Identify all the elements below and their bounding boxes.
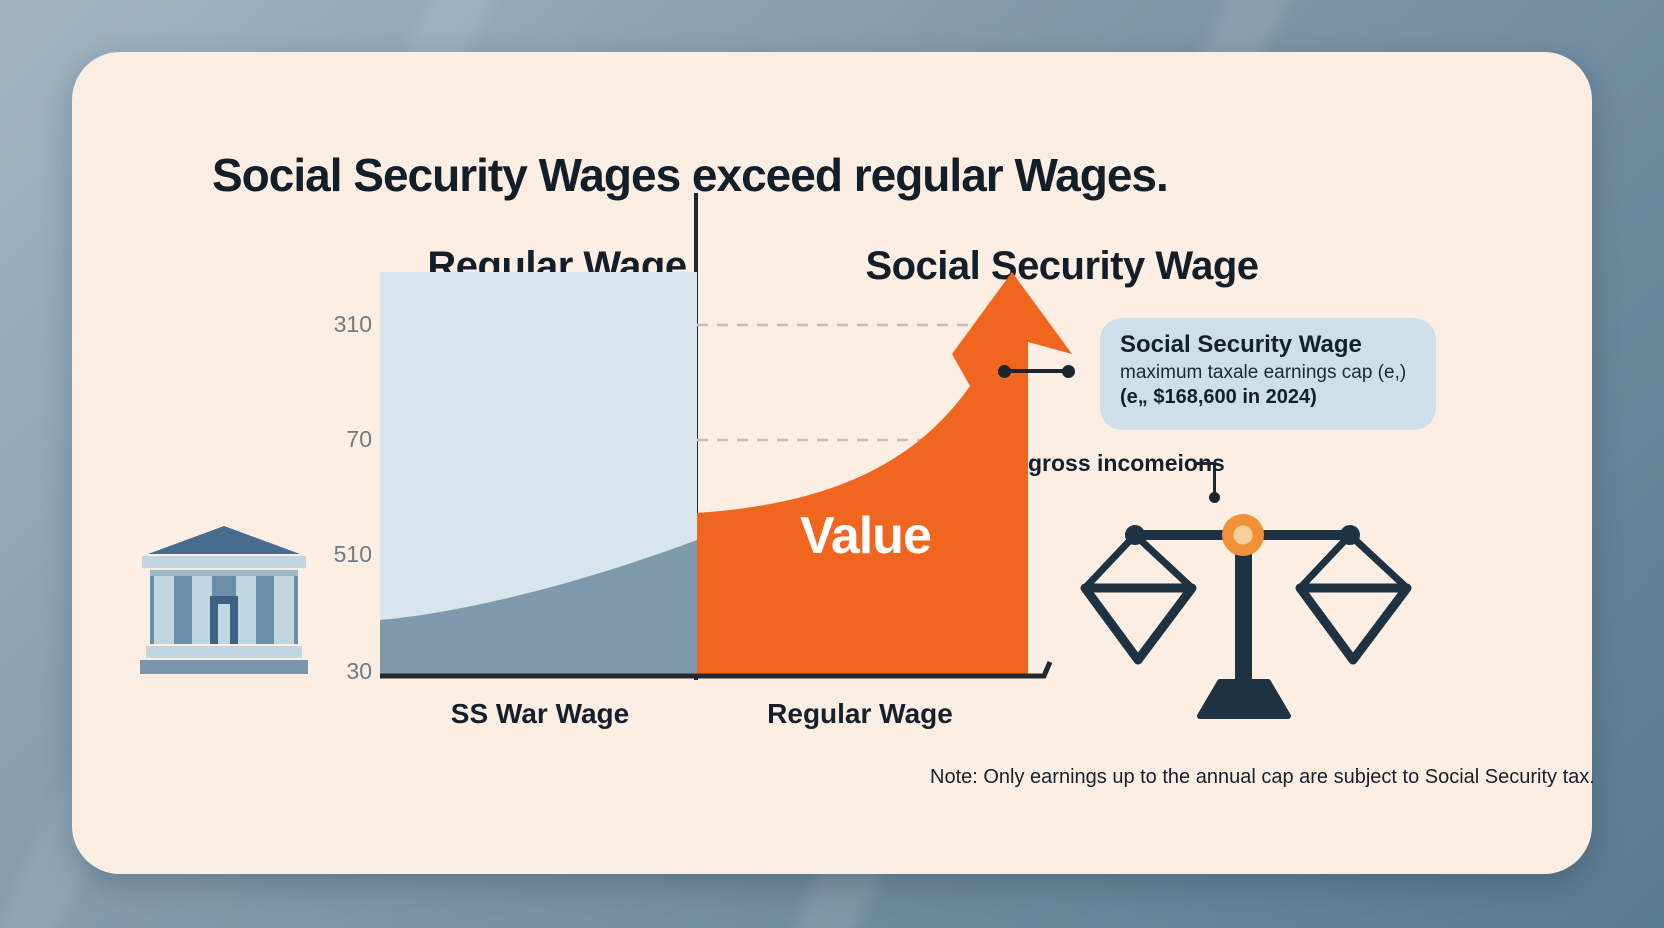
connector-dot-right xyxy=(1062,365,1075,378)
scale-left-pan xyxy=(1080,583,1197,665)
bank-column-4 xyxy=(274,576,294,644)
cap-callout-bubble: Social Security Wage maximum taxale earn… xyxy=(1100,318,1436,430)
scale-right-string-a xyxy=(1296,531,1354,592)
bank-column-2 xyxy=(192,576,212,644)
callout-connector-line xyxy=(1004,369,1068,373)
x-axis-line xyxy=(380,661,1053,679)
bank-building-icon xyxy=(140,526,308,674)
up-arrow-icon xyxy=(697,272,1072,676)
bank-step-bottom xyxy=(140,660,308,674)
infographic-card: Social Security Wages exceed regular Wag… xyxy=(72,52,1592,874)
y-tick-1: 70 xyxy=(346,426,372,452)
x-axis-label-right: Regular Wage xyxy=(767,698,953,729)
callout-title: Social Security Wage xyxy=(1120,331,1362,358)
bank-door-inner xyxy=(218,604,230,644)
scale-right-string-b xyxy=(1346,531,1411,592)
scale-pivot-inner xyxy=(1233,525,1253,545)
bank-architrave xyxy=(150,570,298,576)
balance-scale-icon xyxy=(1080,514,1412,719)
y-tick-0: 310 xyxy=(333,311,372,337)
x-axis-label-left: SS War Wage xyxy=(450,698,630,729)
scale-connector-dot xyxy=(1209,492,1220,503)
bank-column-3 xyxy=(236,576,256,644)
scale-beam-dot-right xyxy=(1340,525,1360,545)
footnote-text: Note: Only earnings up to the annual cap… xyxy=(930,766,1595,788)
wage-area-chart xyxy=(380,272,1072,679)
right-column-header: Social Security Wage xyxy=(865,244,1259,288)
page-title: Social Security Wages exceed regular Wag… xyxy=(212,149,1169,201)
scale-beam-dot-left xyxy=(1125,525,1145,545)
regular-wage-area xyxy=(380,540,697,676)
callout-line3: (e„ $168,600 in 2024) xyxy=(1120,386,1317,408)
bank-step-top xyxy=(146,646,302,658)
value-area-label: Value xyxy=(800,507,932,565)
y-tick-2: 510 xyxy=(333,541,372,567)
scale-annotation-label: gross incomeions xyxy=(1028,450,1225,476)
callout-line2: maximum taxale earnings cap (e,) xyxy=(1120,362,1407,383)
bank-column-1 xyxy=(154,576,174,644)
y-tick-3: 30 xyxy=(346,658,372,684)
scale-post xyxy=(1235,528,1252,688)
bank-pediment-band xyxy=(142,556,306,568)
bank-roof xyxy=(148,526,300,554)
scale-left-string-b xyxy=(1131,531,1196,592)
scale-right-pan xyxy=(1295,583,1412,665)
scale-left-string-a xyxy=(1081,531,1139,592)
scale-base xyxy=(1197,679,1291,719)
scale-connector-line xyxy=(1196,462,1216,494)
